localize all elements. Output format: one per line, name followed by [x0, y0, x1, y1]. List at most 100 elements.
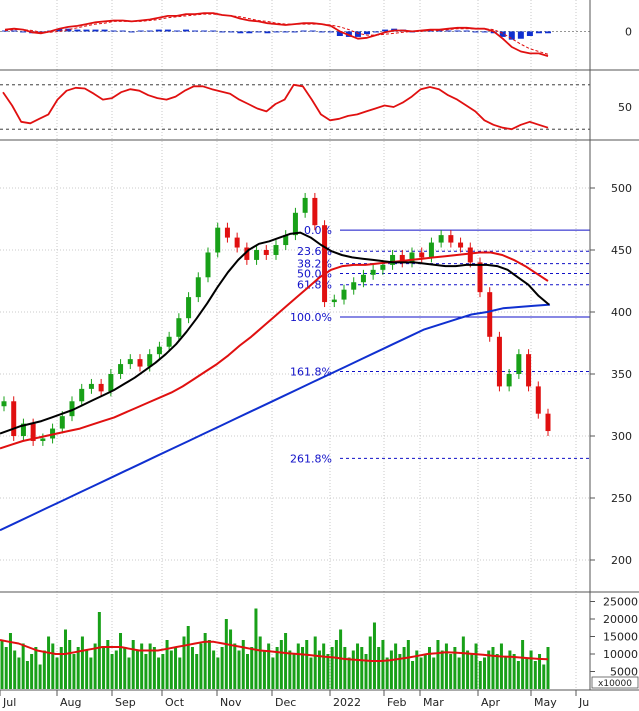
- volume-bar: [483, 657, 487, 689]
- candle-body: [526, 354, 532, 387]
- volume-bar: [131, 640, 135, 689]
- candle-body: [147, 354, 153, 367]
- volume-bar: [516, 661, 520, 689]
- candle-body: [176, 318, 182, 337]
- macd-histogram-bar: [373, 31, 380, 33]
- x-tick-label: Ju: [578, 696, 589, 709]
- macd-histogram-bar: [119, 30, 126, 32]
- candle-body: [118, 364, 124, 374]
- candle-body: [545, 413, 551, 432]
- volume-bar: [538, 654, 542, 689]
- x-tick-label: Oct: [165, 696, 185, 709]
- macd-histogram-bar: [183, 29, 189, 32]
- volume-bar: [229, 629, 233, 689]
- volume-bar: [21, 643, 25, 689]
- volume-bar: [216, 657, 220, 689]
- macd-histogram-bar: [92, 29, 99, 32]
- candle-body: [98, 383, 104, 392]
- candle-body: [224, 227, 230, 238]
- volume-bar: [262, 650, 266, 689]
- candle-body: [467, 247, 473, 263]
- macd-histogram-bar: [318, 31, 325, 33]
- volume-bar: [499, 643, 503, 689]
- x-tick-label: Apr: [481, 696, 501, 709]
- volume-bar: [487, 650, 491, 689]
- volume-bar: [30, 654, 34, 689]
- volume-bar: [313, 636, 317, 689]
- volume-bar: [546, 647, 550, 689]
- macd-histogram-bar: [173, 30, 180, 32]
- volume-bar: [38, 664, 42, 689]
- volume-bar: [444, 643, 448, 689]
- volume-bar: [106, 640, 110, 689]
- x-tick-label: Aug: [60, 696, 81, 709]
- volume-bar: [203, 633, 207, 689]
- volume-bar: [271, 657, 275, 689]
- candle-body: [428, 242, 434, 258]
- volume-bar: [8, 633, 12, 689]
- ma-mid-line: [0, 251, 549, 450]
- volume-bar: [279, 640, 283, 689]
- volume-bar: [119, 633, 123, 689]
- candle-body: [137, 359, 143, 367]
- volume-bar: [525, 657, 529, 689]
- volume-bar: [123, 647, 127, 689]
- price-panel: 0.0%23.6%38.2%50.0%61.8%100.0%161.8%261.…: [0, 192, 590, 532]
- volume-bar: [453, 647, 457, 689]
- volume-y-tick-label: 10000: [603, 648, 638, 661]
- macd-histogram-bar: [309, 30, 316, 32]
- volume-bar: [148, 643, 152, 689]
- volume-bar: [504, 657, 508, 689]
- candle-body: [234, 237, 240, 248]
- volume-bar: [220, 647, 224, 689]
- macd-histogram-bar: [210, 30, 217, 32]
- volume-bar: [364, 654, 368, 689]
- volume-bar: [165, 640, 169, 689]
- macd-histogram-bar: [201, 30, 208, 32]
- macd-histogram-bar: [364, 31, 370, 35]
- macd-histogram-bar: [508, 31, 515, 40]
- candle-body: [390, 254, 396, 265]
- volume-bar: [343, 647, 347, 689]
- volume-bar: [461, 636, 465, 689]
- fib-level-label: 261.8%: [290, 452, 332, 465]
- volume-bar: [80, 636, 84, 689]
- volume-bar: [372, 622, 376, 689]
- macd-histogram-bar: [219, 31, 226, 33]
- candle-body: [419, 252, 425, 258]
- candle-body: [516, 354, 522, 374]
- volume-bar: [199, 643, 203, 689]
- volume-bar: [127, 657, 131, 689]
- volume-bar: [212, 650, 216, 689]
- volume-bar: [76, 647, 80, 689]
- volume-bar: [288, 650, 292, 689]
- macd-histogram-bar: [56, 28, 63, 32]
- volume-bar: [432, 657, 436, 689]
- volume-bar: [449, 654, 453, 689]
- candle-body: [1, 401, 7, 407]
- macd-histogram-bar: [517, 31, 524, 39]
- volume-bar: [495, 654, 499, 689]
- volume-bar: [110, 654, 114, 689]
- candle-body: [69, 401, 75, 417]
- macd-histogram-bar: [192, 30, 199, 32]
- macd-histogram-bar: [246, 31, 253, 34]
- volume-bar: [529, 650, 533, 689]
- volume-bar: [224, 619, 228, 689]
- fib-level-label: 100.0%: [290, 311, 332, 324]
- macd-histogram-bar: [11, 30, 18, 32]
- candle-body: [409, 252, 415, 263]
- volume-bar: [144, 654, 148, 689]
- volume-bar: [305, 640, 309, 689]
- candle-body: [273, 245, 279, 255]
- volume-y-tick-label: 15000: [603, 631, 638, 644]
- price-y-tick-label: 200: [611, 554, 632, 567]
- macd-panel: [0, 12, 590, 57]
- macd-line: [4, 12, 549, 57]
- volume-bar: [466, 650, 470, 689]
- candle-body: [438, 235, 444, 243]
- candle-body: [506, 374, 512, 387]
- volume-bar: [4, 647, 8, 689]
- volume-bar: [377, 647, 381, 689]
